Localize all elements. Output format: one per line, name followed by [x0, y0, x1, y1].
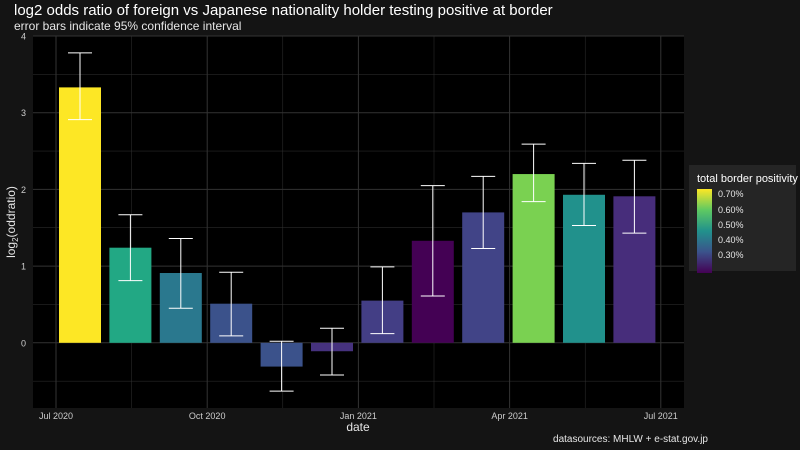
y-tick-label: 0: [21, 338, 26, 348]
y-tick-label: 1: [21, 262, 26, 272]
legend-label: 0.40%: [718, 235, 744, 245]
legend-title: total border positivity: [697, 173, 798, 185]
error-bar: [572, 162, 596, 226]
error-bar: [269, 340, 294, 392]
data-source-caption: datasources: MHLW + e-stat.gov.jp: [553, 434, 708, 445]
error-bar: [622, 159, 647, 234]
legend-colorbar: [697, 189, 712, 273]
error-bar: [219, 271, 244, 337]
legend-label: 0.30%: [718, 250, 744, 260]
error-bar: [68, 52, 92, 121]
x-tick-label: Oct 2020: [189, 411, 226, 421]
error-bar: [370, 266, 395, 335]
error-bar: [118, 214, 143, 282]
y-tick-label: 4: [21, 32, 26, 42]
legend-label: 0.50%: [718, 220, 744, 230]
bars: [59, 87, 656, 367]
error-bar: [168, 237, 193, 309]
y-axis-label: log2(oddratio): [4, 186, 20, 258]
error-bar: [320, 327, 344, 376]
x-axis-ticks: Jul 2020 Oct 2020 Jan 2021 Apr 2021 Jul 2021: [39, 411, 678, 421]
bar: [512, 174, 555, 343]
legend-label: 0.60%: [718, 205, 744, 215]
error-bar: [521, 143, 546, 203]
x-tick-label: Jul 2021: [644, 411, 678, 421]
legend-label: 0.70%: [718, 189, 744, 199]
error-bar: [420, 185, 445, 297]
bar: [59, 87, 101, 343]
legend: total border positivity 0.70% 0.60% 0.50…: [689, 165, 798, 273]
y-axis-ticks: 4 3 2 1 0: [21, 32, 26, 349]
y-tick-label: 2: [21, 185, 26, 195]
error-bars: [68, 52, 647, 392]
y-tick-label: 3: [21, 108, 26, 118]
chart-subtitle: error bars indicate 95% confidence inter…: [14, 19, 242, 33]
chart-title: log2 odds ratio of foreign vs Japanese n…: [14, 2, 553, 19]
x-tick-label: Apr 2021: [491, 411, 528, 421]
error-bar: [471, 175, 496, 249]
x-tick-label: Jul 2020: [39, 411, 73, 421]
x-tick-label: Jan 2021: [340, 411, 377, 421]
x-axis-label: date: [346, 420, 370, 434]
